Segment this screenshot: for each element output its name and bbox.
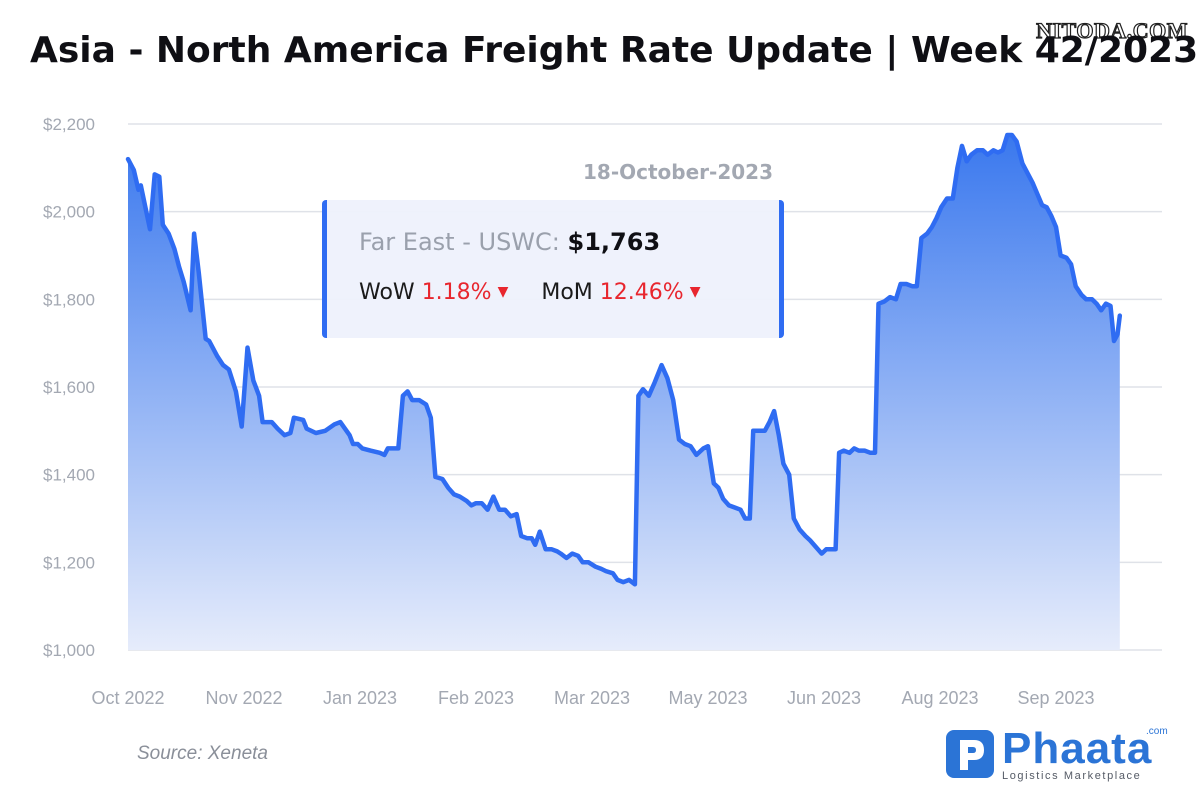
y-tick-label: $2,200 (43, 115, 95, 134)
tooltip-card: Far East - USWC: $1,763 WoW 1.18% ▼ MoM 1… (322, 200, 784, 338)
wow-value: 1.18% (421, 280, 492, 305)
y-tick-label: $1,000 (43, 641, 95, 660)
y-tick-label: $1,400 (43, 466, 95, 485)
x-tick-label: May 2023 (668, 688, 747, 708)
mom-label: MoM (541, 280, 593, 305)
series-line (125, 132, 1123, 587)
tooltip-value: $1,763 (567, 228, 661, 256)
y-tick-label: $1,600 (43, 378, 95, 397)
wow-down-arrow-icon: ▼ (497, 284, 509, 300)
x-tick-label: Sep 2023 (1017, 688, 1094, 708)
x-tick-label: Jan 2023 (323, 688, 397, 708)
page-title: Asia - North America Freight Rate Update… (30, 30, 1199, 71)
tooltip-series-label: Far East - USWC: (359, 228, 560, 256)
x-tick-label: Mar 2023 (554, 688, 630, 708)
brand-logo: Phaata .com Logistics Marketplace (946, 724, 1176, 784)
x-tick-label: Aug 2023 (901, 688, 978, 708)
source-note: Source: Xeneta (137, 743, 268, 764)
watermark-text: NITODA.COM (1036, 17, 1189, 43)
x-tick-label: Oct 2022 (91, 688, 164, 708)
tooltip-value-row: Far East - USWC: $1,763 (359, 228, 660, 256)
mom-value: 12.46% (599, 280, 684, 305)
brand-name: Phaata (1002, 724, 1153, 773)
brand-tagline: Logistics Marketplace (1002, 770, 1142, 782)
tooltip-change-row: WoW 1.18% ▼ MoM 12.46% ▼ (359, 280, 726, 305)
y-tick-label: $1,800 (43, 290, 95, 309)
brand-p-icon (946, 730, 994, 778)
y-tick-label: $1,200 (43, 553, 95, 572)
area-fill (128, 135, 1120, 650)
tooltip-date: 18-October-2023 (583, 160, 773, 184)
y-tick-label: $2,000 (43, 203, 95, 222)
mom-down-arrow-icon: ▼ (689, 284, 701, 300)
brand-com: .com (1146, 726, 1168, 737)
wow-label: WoW (359, 280, 415, 305)
x-tick-label: Nov 2022 (205, 688, 282, 708)
x-tick-label: Feb 2023 (438, 688, 514, 708)
x-tick-label: Jun 2023 (787, 688, 861, 708)
